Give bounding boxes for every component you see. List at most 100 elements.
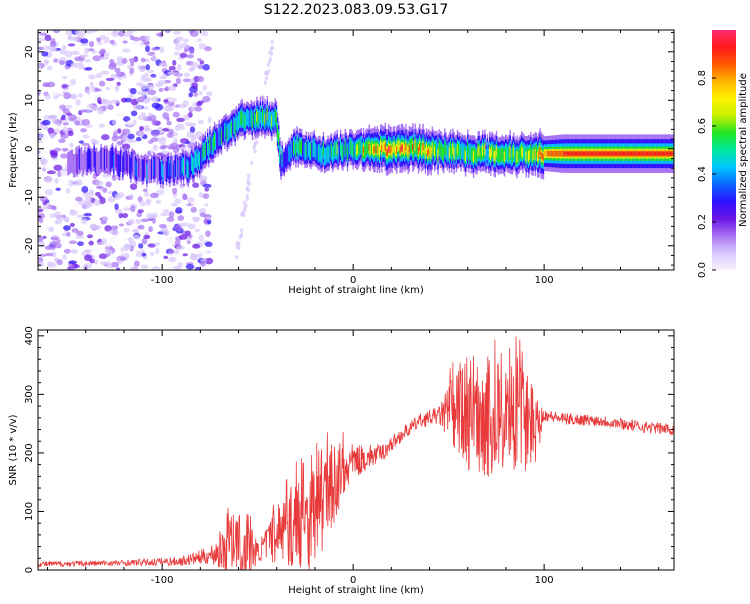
heat-ridge-cell <box>260 112 263 129</box>
heat-ridge-cell <box>545 150 547 157</box>
heat-speckle <box>150 252 155 256</box>
colorbar-gradient <box>712 30 736 270</box>
heat-speckle <box>151 266 161 270</box>
heat-ridge-cell <box>94 151 97 173</box>
heat-speckle <box>61 45 67 51</box>
heat-speckle <box>38 46 44 51</box>
heat-speckle <box>114 193 121 198</box>
heat-speckle <box>62 126 69 134</box>
heat-ridge-cell <box>242 110 244 129</box>
heat-ridge-cell <box>107 150 109 175</box>
heat-speckle <box>58 216 65 221</box>
heat-ridge-cell <box>506 146 508 160</box>
heat-ridge-cell <box>250 110 252 124</box>
heat-ridge-cell <box>598 151 601 156</box>
heat-ridge-cell <box>374 145 376 153</box>
heat-speckle <box>99 197 106 205</box>
heat-ridge-cell <box>343 144 345 161</box>
heat-ridge-cell <box>308 142 311 160</box>
heat-speckle <box>100 48 106 55</box>
heat-speckle <box>91 50 97 54</box>
heat-ridge-cell <box>182 160 185 174</box>
heat-speckle <box>180 222 190 227</box>
heat-speckle <box>175 207 183 214</box>
heat-ridge-cell <box>665 151 667 156</box>
heat-ridge-cell <box>510 150 513 164</box>
heat-ridge-cell <box>391 146 393 158</box>
heat-speckle <box>66 231 71 237</box>
heat-ridge-cell <box>661 151 664 156</box>
heat-speckle <box>51 91 59 97</box>
heat-speckle <box>92 55 102 62</box>
heat-ridge-cell <box>272 110 274 127</box>
heat-speckle <box>95 72 103 79</box>
heat-ridge-cell <box>286 147 288 169</box>
heat-speckle <box>206 250 211 254</box>
heat-ridge-cell <box>531 149 533 164</box>
heat-ridge-cell <box>90 151 92 172</box>
heat-speckle <box>97 228 102 233</box>
heat-speckle <box>146 212 154 220</box>
heat-speckle <box>202 63 210 71</box>
heat-ridge-cell <box>604 151 607 156</box>
heat-speckle <box>181 193 187 201</box>
heat-ridge-cell <box>353 141 356 159</box>
heat-speckle <box>81 142 90 146</box>
heat-ridge-cell <box>447 142 450 161</box>
heat-speckle <box>169 267 174 270</box>
heat-speckle <box>190 107 195 111</box>
y-tick-label: 20 <box>24 45 35 58</box>
heat-ridge-cell <box>619 151 621 156</box>
heat-speckle <box>61 84 68 89</box>
heat-ridge-cell <box>291 138 294 159</box>
heat-speckle <box>54 177 59 184</box>
heat-ridge-cell <box>176 159 178 185</box>
heat-speckle <box>168 249 175 255</box>
heat-ridge-cell <box>149 159 152 183</box>
heat-speckle <box>77 241 84 247</box>
heat-speckle <box>144 35 151 43</box>
heat-ridge-cell <box>660 151 663 156</box>
heat-speckle <box>189 48 195 55</box>
heat-ridge-cell <box>419 143 421 151</box>
heat-ridge-cell <box>641 151 643 156</box>
heat-speckle <box>99 34 106 40</box>
heat-ridge-cell <box>67 152 69 176</box>
heat-ridge-cell <box>184 153 186 179</box>
heat-speckle <box>90 105 98 111</box>
heat-ridge-cell <box>346 146 349 160</box>
heat-ridge-cell <box>569 151 571 156</box>
heat-ridge-cell <box>305 142 307 157</box>
heat-ridge-cell <box>118 154 121 177</box>
heat-ridge-cell <box>137 153 139 177</box>
heat-speckle <box>172 137 178 144</box>
heat-speckle <box>187 142 196 149</box>
heat-ridge-cell <box>629 151 632 156</box>
heat-speckle <box>38 216 44 224</box>
heat-speckle <box>136 91 145 96</box>
heat-speckle <box>65 187 71 194</box>
heat-speckle <box>151 47 159 51</box>
heat-ridge-cell <box>453 147 455 159</box>
heat-ridge-cell <box>579 151 581 156</box>
heat-ridge-cell <box>231 121 233 136</box>
heat-speckle <box>150 96 159 102</box>
heat-speckle <box>166 216 175 222</box>
heat-ridge-cell <box>547 150 549 157</box>
heat-speckle <box>42 82 50 88</box>
heat-ridge-cell <box>386 148 389 157</box>
heat-ridge-cell <box>378 146 381 158</box>
heat-ridge-cell <box>614 151 617 156</box>
heat-ridge-cell <box>587 151 589 156</box>
heat-ridge-cell <box>265 111 267 129</box>
heat-ridge-cell <box>268 109 271 127</box>
heat-ridge-cell <box>640 151 642 156</box>
heat-speckle <box>77 62 84 67</box>
heat-ridge-cell <box>335 141 337 160</box>
heat-speckle <box>54 220 59 225</box>
heat-ridge-cell <box>636 151 639 156</box>
heat-speckle <box>205 230 211 237</box>
heat-ridge-cell <box>612 151 615 156</box>
heat-speckle <box>200 260 206 267</box>
heat-ridge-cell <box>549 150 552 157</box>
